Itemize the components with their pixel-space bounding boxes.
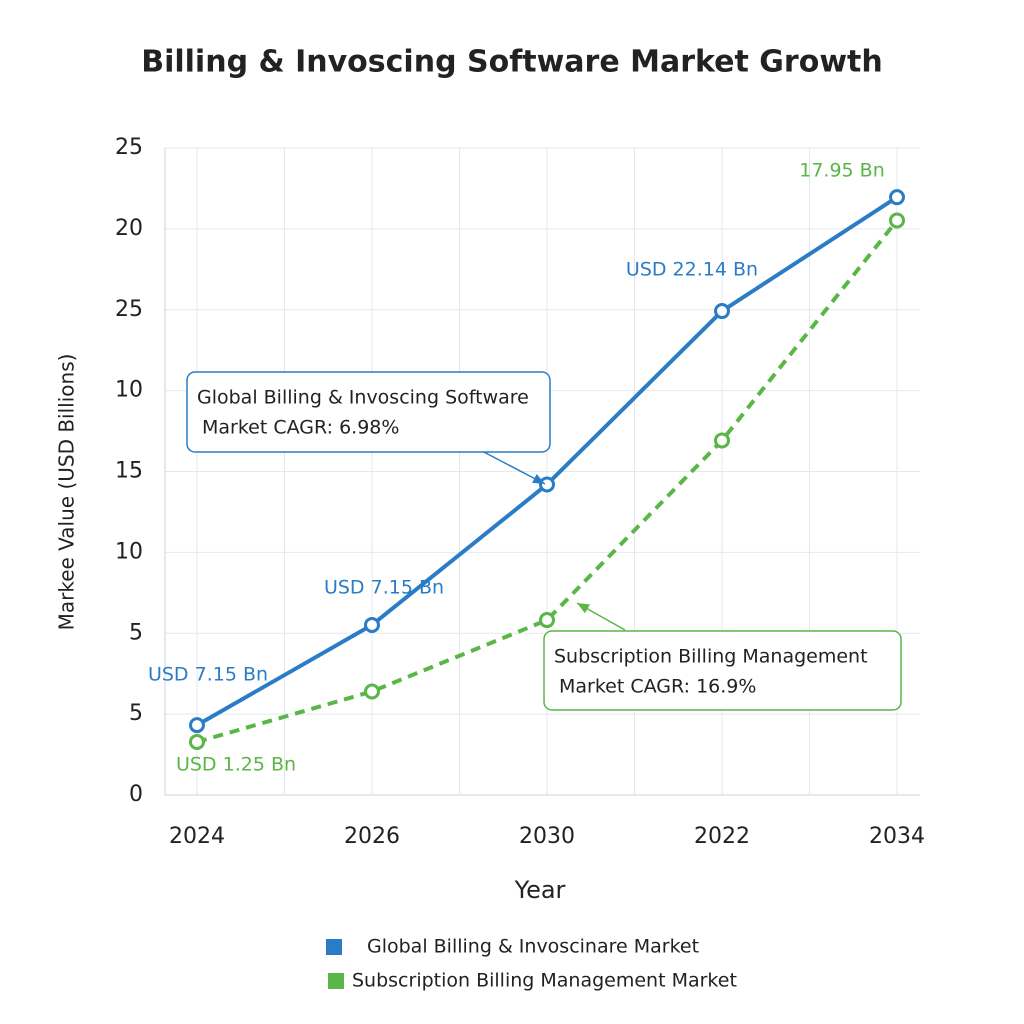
x-tick-label: 2030: [519, 824, 575, 849]
x-tick-label: 2022: [694, 824, 750, 849]
y-tick-label: 25: [115, 297, 143, 322]
data-annotation: USD 1.25 Bn: [176, 754, 296, 776]
y-tick-label: 5: [129, 701, 143, 726]
callout-text: Global Billing & Invoscing Software: [197, 387, 529, 409]
point-marker: [189, 733, 205, 750]
y-tick-label: 5: [129, 620, 143, 645]
point-marker: [889, 212, 905, 229]
data-annotation: USD 22.14 Bn: [626, 259, 758, 281]
x-tick-label: 2026: [344, 824, 400, 849]
callout-box: [543, 630, 902, 711]
point-marker: [364, 616, 380, 633]
data-annotation: USD 7.15 Bn: [148, 664, 268, 686]
point-marker: [539, 476, 555, 493]
point-marker: [714, 432, 730, 449]
callout-arrowhead: [577, 603, 590, 614]
callout-text: Subscription Billing Management: [554, 646, 868, 668]
callout-box: [186, 371, 551, 453]
callout-arrow: [479, 449, 546, 485]
legend-swatch: [326, 939, 342, 955]
x-tick-label: 2024: [169, 824, 225, 849]
callout-text: Market CAGR: 6.98%: [202, 417, 399, 439]
y-tick-label: 10: [115, 378, 143, 403]
data-annotation: USD 7.15 Bn: [324, 577, 444, 599]
x-tick-label: 2034: [869, 824, 925, 849]
point-marker: [714, 303, 730, 320]
y-tick-label: 15: [115, 459, 143, 484]
series-line: [196, 219, 899, 744]
data-annotation: 17.95 Bn: [799, 160, 885, 182]
legend-label: Global Billing & Invoscinare Market: [367, 936, 699, 958]
callout-text: Market CAGR: 16.9%: [559, 676, 756, 698]
legend-swatch: [328, 973, 344, 989]
legend-label: Subscription Billing Management Market: [352, 970, 737, 992]
chart-title: Billing & Invoscing Software Market Grow…: [141, 45, 883, 80]
y-tick-label: 0: [129, 782, 143, 807]
callout-arrowhead: [532, 473, 545, 484]
point-marker: [189, 717, 205, 734]
y-axis-label: Markee Value (USD Billions): [55, 354, 79, 631]
y-tick-label: 20: [115, 216, 143, 241]
point-marker: [539, 612, 555, 629]
point-marker: [364, 683, 380, 700]
y-tick-label: 25: [115, 135, 143, 160]
point-marker: [889, 189, 905, 206]
y-tick-label: 10: [115, 539, 143, 564]
x-axis-label: Year: [514, 876, 566, 904]
